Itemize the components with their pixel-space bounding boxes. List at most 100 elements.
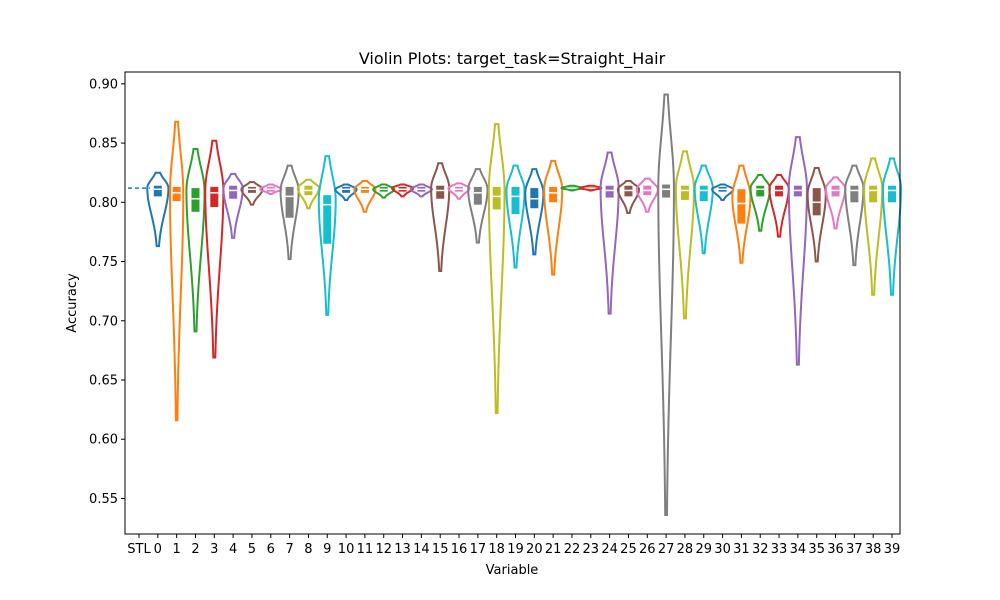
x-tick-label: 33 xyxy=(771,542,788,557)
box-1 xyxy=(172,186,181,202)
violin-9 xyxy=(317,155,337,316)
violin-19 xyxy=(505,164,526,269)
x-tick-label: 19 xyxy=(507,542,524,557)
violin-3 xyxy=(204,139,225,359)
box-4 xyxy=(229,185,238,199)
violin-37 xyxy=(844,164,865,267)
x-tick-label: 32 xyxy=(752,542,769,557)
x-tick-label: 9 xyxy=(323,542,331,557)
x-tick-label: 24 xyxy=(601,542,618,557)
violin-5 xyxy=(240,181,264,206)
x-tick-label: 21 xyxy=(545,542,562,557)
box-39 xyxy=(888,185,896,203)
violin-10 xyxy=(334,183,358,201)
violin-17 xyxy=(467,168,489,244)
violin-36 xyxy=(824,176,847,230)
x-tick-label: 1 xyxy=(173,542,181,557)
violin-16 xyxy=(447,182,471,200)
violin-23 xyxy=(579,184,603,192)
y-tick-label: 0.65 xyxy=(89,374,118,389)
box-9 xyxy=(323,195,332,244)
violin-38 xyxy=(863,157,884,296)
violin-8 xyxy=(296,178,320,210)
violin-18 xyxy=(487,123,506,415)
x-tick-label: 18 xyxy=(488,542,505,557)
violin-30 xyxy=(711,183,735,201)
x-tick-label: 6 xyxy=(267,542,275,557)
violin-32 xyxy=(749,174,771,232)
box-3 xyxy=(210,186,219,208)
x-tick-label: 26 xyxy=(639,542,656,557)
violin-33 xyxy=(768,174,790,238)
x-tick-label: STL xyxy=(127,542,151,557)
box-21 xyxy=(549,186,558,203)
x-tick-label: 16 xyxy=(451,542,468,557)
box-32 xyxy=(756,185,765,197)
x-tick-label: 39 xyxy=(884,542,901,557)
x-tick-label: 11 xyxy=(357,542,374,557)
x-tick-label: 12 xyxy=(375,542,392,557)
violin-39 xyxy=(881,157,903,296)
plot-frame xyxy=(124,71,901,535)
x-tick-label: 35 xyxy=(808,542,825,557)
box-38 xyxy=(869,185,878,203)
chart-title: Violin Plots: target_task=Straight_Hair xyxy=(359,49,666,69)
violin-2 xyxy=(185,148,206,333)
violin-35 xyxy=(806,166,827,263)
x-tick-label: 15 xyxy=(432,542,449,557)
x-axis-title: Variable xyxy=(486,563,539,578)
violin-1 xyxy=(169,120,185,422)
x-tick-label: 28 xyxy=(677,542,694,557)
x-tick-label: 13 xyxy=(394,542,411,557)
x-tick-label: 10 xyxy=(338,542,355,557)
x-axis: STL 0 1 2 3 4 5 6 7 8 9 10 11 12 13 14 15 16 17 18 19 20 21 22 2… xyxy=(127,534,900,557)
plot-area xyxy=(128,93,903,517)
x-tick-label: 3 xyxy=(210,542,218,557)
box-7 xyxy=(285,186,294,218)
violin-24 xyxy=(599,151,620,315)
box-37 xyxy=(850,185,859,203)
violin-14 xyxy=(409,183,433,198)
x-tick-label: 31 xyxy=(733,542,750,557)
box-31 xyxy=(737,189,746,224)
box-29 xyxy=(699,185,708,202)
y-tick-label: 0.60 xyxy=(89,433,118,448)
violin-13 xyxy=(391,183,415,198)
x-tick-label: 20 xyxy=(526,542,543,557)
x-tick-label: 27 xyxy=(658,542,675,557)
box-28 xyxy=(680,185,689,200)
violin-4 xyxy=(222,172,244,239)
x-tick-label: 29 xyxy=(695,542,712,557)
violin-7 xyxy=(279,164,300,261)
x-tick-label: 14 xyxy=(413,542,430,557)
x-tick-label: 7 xyxy=(285,542,293,557)
box-24 xyxy=(605,185,614,198)
violin-12 xyxy=(372,183,396,199)
box-17 xyxy=(473,186,482,205)
violin-25 xyxy=(616,179,640,214)
violin-27 xyxy=(657,93,675,517)
x-tick-label: 0 xyxy=(154,542,162,557)
violin-21 xyxy=(543,159,564,276)
box-15 xyxy=(436,185,445,199)
y-tick-label: 0.80 xyxy=(89,196,118,211)
y-tick-label: 0.90 xyxy=(89,77,118,92)
violin-11 xyxy=(353,179,377,213)
x-tick-label: 36 xyxy=(827,542,844,557)
x-tick-label: 25 xyxy=(620,542,637,557)
box-18 xyxy=(492,186,501,210)
x-tick-label: 34 xyxy=(790,542,807,557)
x-tick-label: 38 xyxy=(865,542,882,557)
x-tick-label: 30 xyxy=(714,542,731,557)
violin-34 xyxy=(787,136,808,366)
y-tick-label: 0.85 xyxy=(89,137,118,152)
x-tick-label: 23 xyxy=(583,542,600,557)
box-2 xyxy=(191,188,200,212)
box-19 xyxy=(511,186,520,215)
x-tick-label: 22 xyxy=(564,542,581,557)
x-tick-label: 4 xyxy=(229,542,237,557)
violin-29 xyxy=(693,164,714,255)
box-0 xyxy=(153,185,162,197)
